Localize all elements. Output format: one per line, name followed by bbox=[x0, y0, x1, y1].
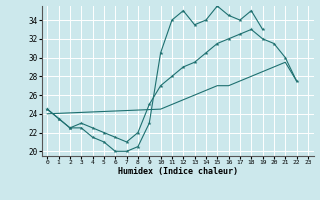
X-axis label: Humidex (Indice chaleur): Humidex (Indice chaleur) bbox=[118, 167, 237, 176]
